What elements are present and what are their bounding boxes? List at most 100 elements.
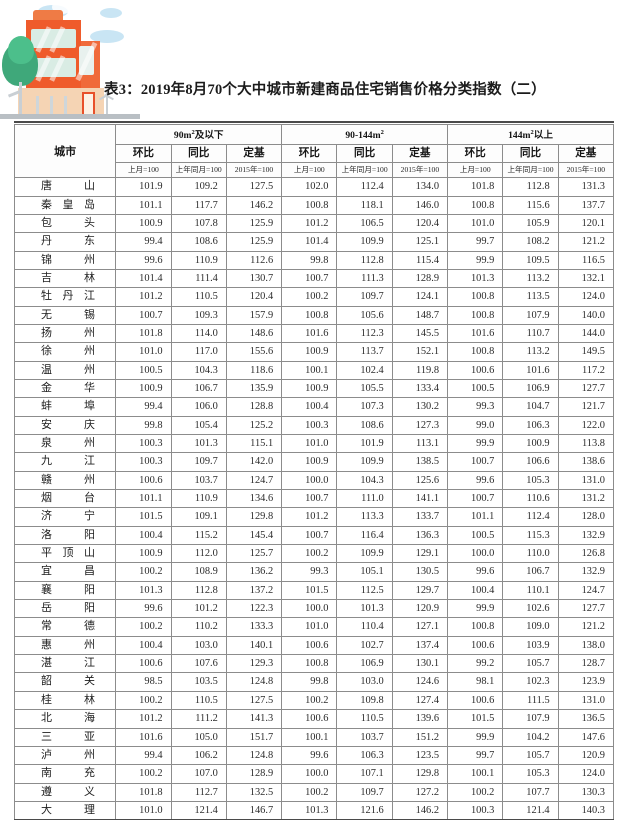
cell-value: 105.0 xyxy=(170,727,227,747)
window-icon xyxy=(75,41,98,81)
city-name: 包头 xyxy=(41,216,95,229)
cell-city: 济宁 xyxy=(13,507,117,527)
cell-value: 100.6 xyxy=(281,635,338,656)
cell-city: 赣州 xyxy=(13,470,117,491)
city-name: 丹东 xyxy=(41,235,95,248)
cell-value: 132.5 xyxy=(225,782,283,802)
cell-city: 徐州 xyxy=(13,342,117,362)
cell-value: 105.3 xyxy=(502,764,559,784)
col-header-yoy-g2: 同比 xyxy=(336,144,393,164)
group-label-suffix: 以上 xyxy=(533,130,553,142)
cell-value: 102.0 xyxy=(281,177,338,197)
cell-value: 100.8 xyxy=(281,654,338,674)
table-row: 惠州 100.4 103.0 140.1 100.6 102.7 137.4 100.6 103… xyxy=(13,635,615,656)
cell-city: 北海 xyxy=(13,709,117,729)
cell-value: 104.7 xyxy=(502,397,559,417)
table-row: 遵义 101.8 112.7 132.5 100.2 109.7 127.2 100.2 107… xyxy=(13,782,615,802)
cell-value: 129.7 xyxy=(391,580,449,601)
cell-value: 99.6 xyxy=(115,599,172,619)
cell-value: 108.9 xyxy=(170,562,227,582)
cell-value: 144.0 xyxy=(557,323,615,344)
city-name: 烟台 xyxy=(41,492,95,505)
cell-value: 146.0 xyxy=(391,195,449,215)
cell-value: 100.2 xyxy=(115,764,172,784)
cell-value: 110.9 xyxy=(170,250,227,270)
cell-city: 惠州 xyxy=(13,635,117,656)
cell-value: 106.3 xyxy=(502,415,559,436)
table-row: 岳阳 99.6 101.2 122.3 100.0 101.3 120.9 99.9 102.6… xyxy=(13,599,615,619)
table-body: 唐山 101.9 109.2 127.5 102.0 112.4 134.0 101.8 112… xyxy=(13,177,615,820)
cell-value: 100.8 xyxy=(281,305,338,325)
cell-value: 100.2 xyxy=(115,690,172,711)
cell-value: 124.6 xyxy=(391,672,449,692)
cell-value: 100.8 xyxy=(447,287,504,307)
cell-value: 109.9 xyxy=(336,232,393,252)
table-row: 北海 101.2 111.2 141.3 100.6 110.5 139.6 101.5 107… xyxy=(13,709,615,729)
cell-value: 102.6 xyxy=(502,599,559,619)
table-row: 襄阳 101.3 112.8 137.2 101.5 112.5 129.7 100.4 110… xyxy=(13,580,615,601)
cell-city: 遵义 xyxy=(13,782,117,802)
table-row: 安庆 99.8 105.4 125.2 100.3 108.6 127.3 99.0 106.3… xyxy=(13,415,615,436)
city-name: 秦皇岛 xyxy=(41,198,95,211)
cell-city: 丹东 xyxy=(13,232,117,252)
window-icon xyxy=(31,25,76,52)
cell-value: 101.8 xyxy=(115,323,172,344)
cell-value: 108.6 xyxy=(336,415,393,436)
city-name: 惠州 xyxy=(41,638,95,651)
cell-value: 103.0 xyxy=(170,635,227,656)
cell-value: 151.2 xyxy=(391,727,449,747)
cell-value: 112.4 xyxy=(502,507,559,527)
cell-value: 127.7 xyxy=(557,599,615,619)
cell-value: 99.6 xyxy=(115,250,172,270)
col-group-90-and-below: 90m2及以下 xyxy=(115,123,283,146)
cell-value: 125.9 xyxy=(225,232,283,252)
table-row: 无锡 100.7 109.3 157.9 100.8 105.6 148.7 100.8 107… xyxy=(13,305,615,325)
cell-value: 100.0 xyxy=(281,599,338,619)
cell-value: 109.3 xyxy=(170,305,227,325)
cell-value: 127.4 xyxy=(391,690,449,711)
cell-value: 130.5 xyxy=(391,562,449,582)
cell-value: 110.5 xyxy=(170,287,227,307)
table-row: 锦州 99.6 110.9 112.6 99.8 112.8 115.4 99.9 109.5 1… xyxy=(13,250,615,270)
pillar xyxy=(36,96,39,115)
cell-value: 101.0 xyxy=(281,433,338,454)
cell-value: 109.7 xyxy=(170,452,227,472)
cell-value: 110.5 xyxy=(336,709,393,729)
base-label-mom-g1: 上月=100 xyxy=(115,162,172,179)
cell-value: 127.5 xyxy=(225,177,283,197)
table-row: 吉林 101.4 111.4 130.7 100.7 111.3 128.9 101.3 113… xyxy=(13,268,615,289)
cell-value: 100.3 xyxy=(115,452,172,472)
cell-value: 100.1 xyxy=(281,360,338,380)
city-name: 安庆 xyxy=(41,418,95,431)
cell-value: 100.8 xyxy=(447,305,504,325)
cell-value: 113.3 xyxy=(336,507,393,527)
city-name: 桂林 xyxy=(41,693,95,706)
cell-value: 100.4 xyxy=(281,397,338,417)
cell-value: 112.7 xyxy=(170,782,227,802)
cell-value: 124.7 xyxy=(557,580,615,601)
cell-value: 101.6 xyxy=(502,360,559,380)
cell-value: 100.2 xyxy=(115,617,172,637)
cell-value: 123.5 xyxy=(391,745,449,766)
cell-value: 99.7 xyxy=(447,232,504,252)
cell-value: 110.9 xyxy=(170,489,227,509)
cell-value: 112.5 xyxy=(336,580,393,601)
pillar xyxy=(50,96,53,115)
cell-value: 98.5 xyxy=(115,672,172,692)
cell-value: 124.7 xyxy=(225,470,283,491)
city-name: 牡丹江 xyxy=(41,290,95,303)
base-label-fixedbase-g2: 2015年=100 xyxy=(391,162,449,179)
cell-value: 120.9 xyxy=(557,745,615,766)
cell-value: 109.8 xyxy=(336,690,393,711)
cell-value: 107.6 xyxy=(170,654,227,674)
table-row: 温州 100.5 104.3 118.6 100.1 102.4 119.8 100.6 101… xyxy=(13,360,615,380)
cell-value: 116.5 xyxy=(557,250,615,270)
cell-value: 106.7 xyxy=(170,378,227,399)
cell-value: 109.7 xyxy=(336,287,393,307)
table-row: 烟台 101.1 110.9 134.6 100.7 111.0 141.1 100.7 110… xyxy=(13,489,615,509)
cell-value: 133.7 xyxy=(391,507,449,527)
cell-value: 100.2 xyxy=(281,544,338,564)
base-label-yoy-g1: 上年同月=100 xyxy=(170,162,227,179)
city-name: 平顶山 xyxy=(41,547,95,560)
city-name: 锦州 xyxy=(41,253,95,266)
